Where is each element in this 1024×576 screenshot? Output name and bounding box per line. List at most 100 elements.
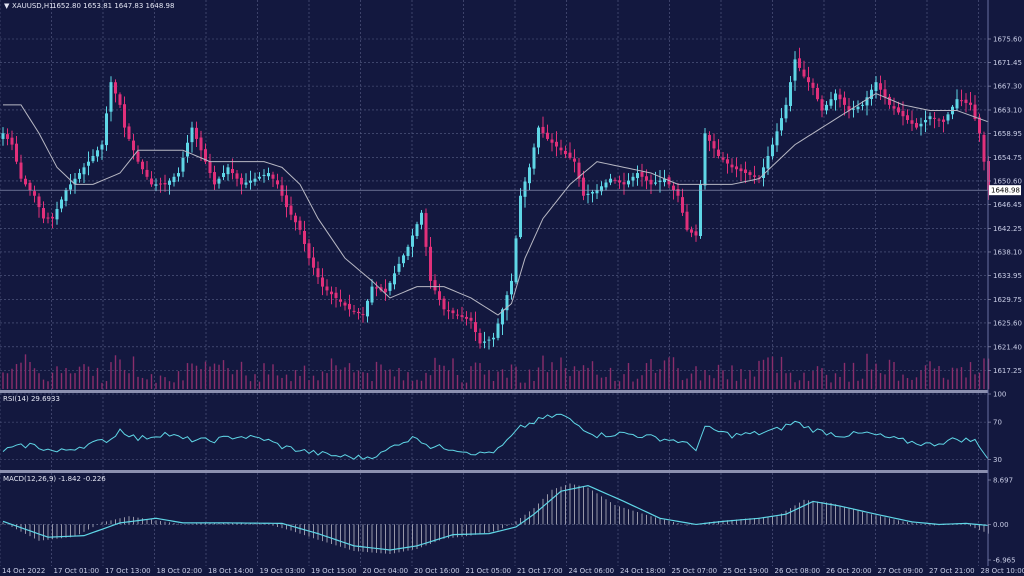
candle-body[interactable] (231, 168, 234, 174)
candle-body[interactable] (442, 298, 446, 310)
candle-body[interactable] (505, 295, 509, 311)
candle-body[interactable] (361, 314, 365, 316)
candle-body[interactable] (564, 150, 567, 155)
candle-body[interactable] (640, 172, 644, 177)
candle-body[interactable] (928, 116, 932, 120)
candle-body[interactable] (847, 106, 851, 111)
candle-body[interactable] (982, 134, 986, 162)
candle-body[interactable] (699, 184, 702, 237)
candle-body[interactable] (37, 196, 41, 208)
candle-body[interactable] (582, 177, 585, 196)
candle-body[interactable] (150, 178, 153, 185)
price-candles[interactable] (1, 47, 991, 350)
candle-body[interactable] (307, 243, 311, 259)
candle-body[interactable] (60, 199, 63, 209)
candle-body[interactable] (226, 167, 230, 175)
candle-body[interactable] (748, 172, 752, 175)
candle-body[interactable] (438, 291, 441, 300)
candle-body[interactable] (1, 133, 5, 139)
candle-body[interactable] (199, 137, 203, 151)
candle-body[interactable] (370, 286, 374, 303)
candle-body[interactable] (375, 287, 378, 289)
candle-body[interactable] (91, 155, 95, 162)
candle-body[interactable] (685, 211, 689, 230)
candle-body[interactable] (609, 178, 612, 183)
candle-body[interactable] (744, 169, 747, 174)
candle-body[interactable] (343, 302, 347, 306)
candle-body[interactable] (937, 119, 941, 121)
candle-body[interactable] (649, 179, 653, 185)
candle-body[interactable] (195, 127, 198, 139)
candle-body[interactable] (829, 99, 833, 106)
candle-body[interactable] (186, 142, 189, 157)
candle-body[interactable] (519, 195, 522, 238)
pane-separator-rsi[interactable] (0, 390, 988, 393)
candle-body[interactable] (811, 82, 815, 88)
candle-body[interactable] (879, 83, 882, 90)
candle-body[interactable] (622, 182, 626, 185)
candle-body[interactable] (208, 161, 212, 174)
candle-body[interactable] (253, 178, 257, 182)
candle-body[interactable] (82, 167, 86, 175)
candle-body[interactable] (411, 235, 414, 247)
candle-body[interactable] (10, 137, 14, 145)
candle-body[interactable] (627, 180, 630, 185)
candle-body[interactable] (181, 157, 185, 172)
candle-body[interactable] (339, 299, 342, 302)
candle-body[interactable] (555, 141, 558, 147)
candle-body[interactable] (402, 255, 405, 264)
candle-body[interactable] (658, 180, 662, 183)
candle-body[interactable] (735, 166, 738, 170)
candle-body[interactable] (483, 341, 486, 343)
candle-body[interactable] (784, 104, 788, 119)
candle-body[interactable] (235, 173, 239, 179)
candle-body[interactable] (352, 310, 356, 312)
candle-body[interactable] (888, 96, 891, 105)
candle-body[interactable] (127, 126, 131, 139)
candle-body[interactable] (15, 143, 18, 162)
candle-body[interactable] (447, 310, 450, 312)
symbol-menu-icon[interactable]: ▼ (4, 2, 10, 10)
candle-body[interactable] (190, 127, 194, 143)
candle-body[interactable] (717, 149, 720, 156)
candle-body[interactable] (964, 99, 968, 103)
candle-body[interactable] (100, 144, 104, 150)
candle-body[interactable] (330, 291, 333, 295)
candle-body[interactable] (289, 205, 293, 215)
candle-body[interactable] (469, 317, 473, 321)
candle-body[interactable] (577, 162, 581, 179)
candle-body[interactable] (690, 229, 693, 233)
candle-body[interactable] (739, 168, 743, 172)
candle-body[interactable] (834, 93, 837, 101)
candle-body[interactable] (420, 212, 423, 225)
candle-body[interactable] (316, 268, 320, 278)
candle-body[interactable] (681, 197, 684, 213)
candle-body[interactable] (766, 155, 770, 169)
candle-body[interactable] (28, 182, 32, 191)
candle-body[interactable] (978, 117, 981, 134)
candle-body[interactable] (762, 167, 765, 178)
candle-body[interactable] (897, 107, 900, 113)
candle-body[interactable] (636, 173, 639, 179)
candle-body[interactable] (915, 122, 918, 128)
candle-body[interactable] (298, 220, 302, 230)
candle-body[interactable] (753, 175, 756, 177)
candle-body[interactable] (906, 115, 909, 121)
candle-body[interactable] (163, 182, 167, 185)
candle-body[interactable] (460, 315, 464, 317)
candle-body[interactable] (708, 134, 711, 141)
candle-body[interactable] (42, 208, 45, 219)
candle-body[interactable] (532, 147, 536, 169)
candle-body[interactable] (496, 323, 500, 338)
candle-body[interactable] (969, 102, 972, 105)
candle-body[interactable] (523, 181, 527, 197)
candle-body[interactable] (46, 217, 50, 219)
candle-body[interactable] (618, 180, 621, 183)
candle-body[interactable] (780, 118, 783, 131)
candle-body[interactable] (474, 322, 477, 333)
candle-body[interactable] (595, 190, 599, 194)
candle-body[interactable] (213, 172, 216, 185)
candle-body[interactable] (69, 184, 72, 190)
candle-body[interactable] (537, 127, 540, 148)
candle-body[interactable] (546, 132, 549, 139)
